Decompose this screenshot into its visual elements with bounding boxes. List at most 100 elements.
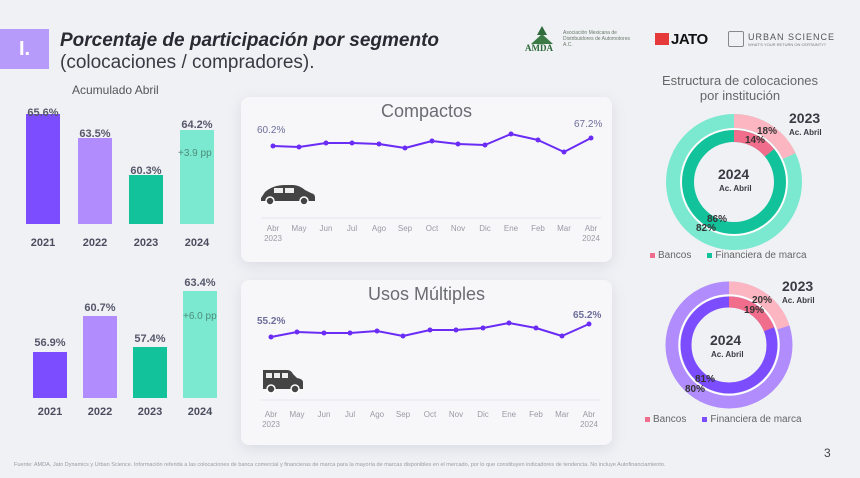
outer-fin-pct: 82%	[696, 223, 717, 234]
pp-change-label: +3.9 pp	[178, 148, 212, 159]
jato-text: JATO	[671, 30, 708, 48]
month-label: Ene	[503, 224, 519, 233]
bar-2023	[129, 175, 163, 224]
acumulado-label: Acumulado Abril	[72, 83, 159, 97]
month-label: Dic	[479, 224, 491, 233]
sedan-car-icon	[261, 185, 315, 206]
line-end-label: 65.2%	[573, 310, 602, 321]
bar-year: 2021	[30, 237, 56, 249]
bar-2021	[33, 352, 67, 398]
amda-logo: AMDA Asociación Mexicana de Distribuidor…	[525, 24, 633, 54]
month-label: Mar	[555, 410, 569, 419]
line-chart-title: Usos Múltiples	[367, 284, 486, 304]
source-footnote: Fuente: AMDA, Jato Dynamics y Urban Scie…	[14, 462, 666, 468]
inner-bancos-pct: 19%	[744, 305, 765, 316]
inner-ac-label: Ac. Abril	[719, 184, 752, 193]
month-label: Feb	[531, 224, 545, 233]
month-label: Abr 2023	[262, 410, 280, 429]
month-label: Jul	[344, 410, 356, 419]
month-label: Nov	[448, 410, 464, 419]
bar-2023	[133, 347, 167, 398]
month-label: Abr 2024	[580, 410, 598, 429]
pp-change-label: +6.0 pp	[183, 311, 217, 322]
outer-ac-label: Ac. Abril	[789, 128, 822, 137]
bar-2021	[26, 114, 60, 224]
month-label: Sep	[395, 410, 411, 419]
outer-bancos-pct: 20%	[752, 295, 773, 306]
line-chart-title: Compactos	[380, 101, 473, 121]
financiera-swatch-icon	[702, 417, 708, 422]
bar-value: 57.4%	[134, 333, 166, 345]
bar-value: 63.5%	[79, 128, 111, 140]
line-start-label: 55.2%	[257, 316, 286, 327]
line-card-compactos: Compactos 60.2% 67.2% Abr 2023 May Jun Ju…	[241, 97, 612, 262]
month-label: Sep	[397, 224, 413, 233]
financiera-swatch-icon	[707, 253, 713, 258]
page-title: Porcentaje de participación por segmento	[60, 30, 440, 51]
inner-ac-label: Ac. Abril	[711, 350, 744, 359]
bancos-swatch-icon	[645, 417, 650, 422]
month-label: Ago	[371, 224, 387, 233]
bar-year: 2021	[37, 406, 63, 418]
suv-car-icon	[263, 370, 303, 394]
bar-value: 60.7%	[84, 302, 116, 314]
outer-ac-label: Ac. Abril	[782, 296, 815, 305]
jato-logo: JATO	[655, 24, 708, 54]
line-card-usos-multiples: Usos Múltiples 55.2% 65.2% Abr 2023 May J…	[241, 280, 612, 445]
urban-science-tagline: WHAT'S YOUR RETURN ON CERTAINTY?	[748, 41, 827, 47]
month-label: Ene	[501, 410, 517, 419]
urban-science-logo: URBAN SCIENCE WHAT'S YOUR RETURN ON CERT…	[728, 24, 835, 54]
bancos-swatch-icon	[650, 253, 655, 258]
month-label: Jun	[319, 224, 333, 233]
outer-fin-pct: 80%	[685, 384, 706, 395]
line-start-label: 60.2%	[257, 125, 286, 136]
amda-mountain-icon: AMDA	[525, 26, 559, 53]
line-chart-usos-multiples	[261, 320, 601, 401]
inner-bancos-pct: 14%	[745, 135, 766, 146]
bar-2022	[83, 316, 117, 398]
month-label: Oct	[425, 224, 439, 233]
svg-text:AMDA: AMDA	[525, 43, 553, 52]
line-chart-compactos	[261, 131, 601, 219]
inner-fin-pct: 81%	[695, 374, 716, 385]
month-label: May	[289, 410, 305, 419]
month-label: Oct	[423, 410, 437, 419]
outer-bancos-pct: 18%	[757, 126, 778, 137]
inner-fin-pct: 86%	[707, 214, 728, 225]
donut-chart-usos-multiples: 2023 Ac. Abril 2024 Ac. Abril 20% 19% 81…	[660, 278, 860, 418]
bar-chart-compactos: 65.6% 2021 63.5% 2022 60.3% 2023 64.2% 2…	[10, 95, 230, 255]
inner-year-label: 2024	[710, 332, 742, 348]
month-label: Mar	[557, 224, 571, 233]
amda-text: Asociación Mexicana de Distribuidores de…	[563, 30, 630, 48]
page-number: 3	[824, 446, 831, 460]
page-subtitle: (colocaciones / compradores).	[60, 52, 315, 73]
month-label: Abr 2024	[582, 224, 600, 243]
bar-2024	[183, 291, 217, 398]
bar-2024	[180, 130, 214, 224]
bar-chart-usos-multiples: 56.9% 2021 60.7% 2022 57.4% 2023 63.4% 2…	[10, 275, 230, 425]
donut-legend-compactos: Bancos Financiera de marca	[650, 250, 807, 261]
bar-value: 64.2%	[181, 119, 213, 131]
bar-value: 63.4%	[184, 277, 216, 289]
donut-legend-usos-multiples: Bancos Financiera de marca	[645, 414, 802, 425]
jato-flag-icon	[655, 33, 669, 45]
bar-year: 2023	[133, 237, 159, 249]
section-badge: I.	[0, 29, 49, 69]
month-label: Nov	[450, 224, 466, 233]
inner-year-label: 2024	[718, 166, 750, 182]
outer-year-label: 2023	[789, 110, 821, 126]
donut-chart-compactos: 2023 Ac. Abril 2024 Ac. Abril 18% 14% 86…	[660, 108, 860, 268]
bar-2022	[78, 138, 112, 224]
month-label: Ago	[369, 410, 385, 419]
month-label: May	[291, 224, 307, 233]
urban-science-cube-icon	[728, 31, 744, 47]
bar-year: 2023	[137, 406, 163, 418]
bar-value: 65.6%	[27, 107, 59, 119]
urban-science-text: URBAN SCIENCE	[748, 31, 836, 42]
bar-year: 2022	[87, 406, 113, 418]
month-label: Abr 2023	[264, 224, 282, 243]
month-label: Feb	[529, 410, 543, 419]
month-label: Jul	[346, 224, 358, 233]
bar-value: 56.9%	[34, 337, 66, 349]
donut-section-title: Estructura de colocaciones por instituci…	[661, 73, 819, 103]
